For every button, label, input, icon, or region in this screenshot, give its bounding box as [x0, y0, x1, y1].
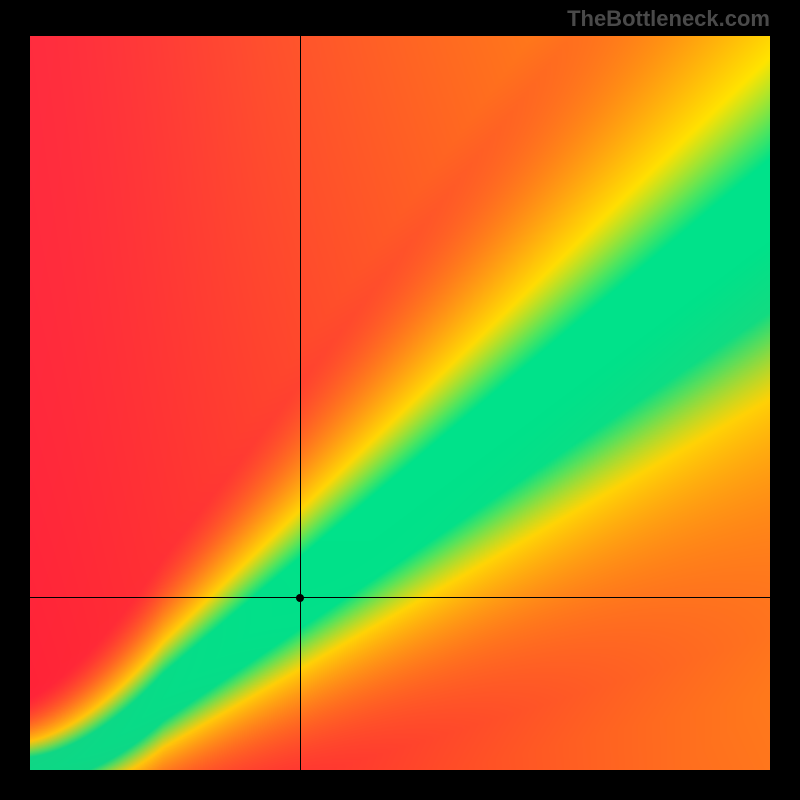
watermark-text: TheBottleneck.com [567, 6, 770, 32]
crosshair-vertical [300, 36, 301, 770]
chart-container: TheBottleneck.com [0, 0, 800, 800]
crosshair-horizontal [30, 597, 770, 598]
heatmap-canvas [30, 36, 770, 770]
heatmap-chart [30, 36, 770, 770]
marker-dot [296, 594, 304, 602]
